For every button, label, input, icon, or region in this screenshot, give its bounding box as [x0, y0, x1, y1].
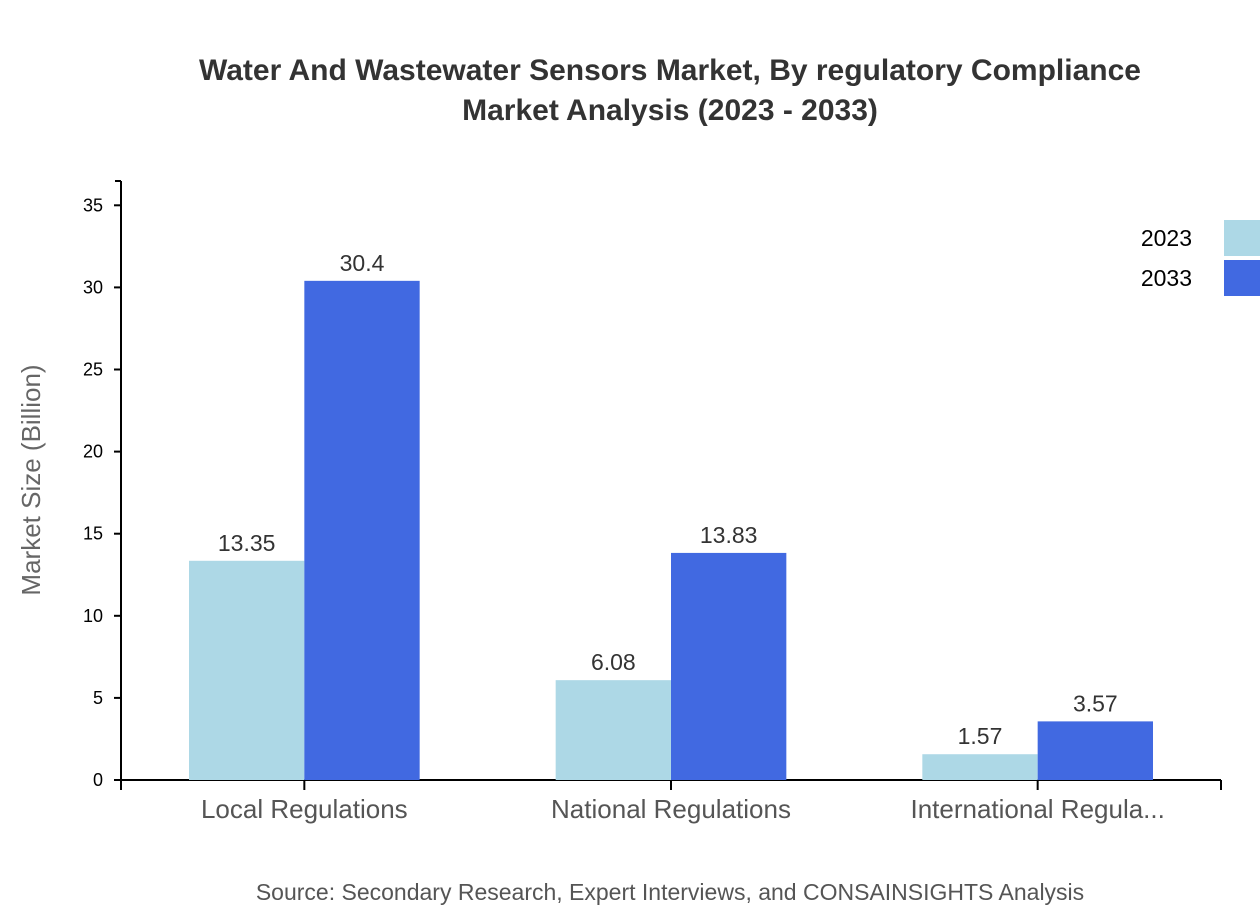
legend-swatch-2033 — [1224, 260, 1260, 296]
bar-2033 — [304, 280, 420, 780]
bar-2023 — [555, 680, 671, 780]
bar-2023 — [189, 560, 305, 780]
y-tick-label: 10 — [83, 606, 103, 626]
bar-2033 — [671, 552, 787, 780]
source-note: Source: Secondary Research, Expert Inter… — [256, 879, 1084, 905]
legend-swatch-2023 — [1224, 220, 1260, 256]
data-label: 3.57 — [1073, 690, 1118, 716]
y-tick-label: 25 — [83, 360, 103, 380]
data-label: 13.35 — [218, 530, 276, 556]
y-tick-label: 20 — [83, 442, 103, 462]
bar-2023 — [922, 754, 1038, 780]
data-label: 6.08 — [591, 649, 636, 675]
legend-label: 2023 — [1141, 225, 1192, 251]
data-label: 1.57 — [958, 723, 1003, 749]
y-axis-label: Market Size (Billion) — [16, 364, 46, 595]
x-tick-label: National Regulations — [551, 794, 791, 824]
data-label: 30.4 — [340, 250, 385, 276]
chart-title-line-1: Water And Wastewater Sensors Market, By … — [199, 54, 1141, 87]
y-tick-label: 30 — [83, 277, 103, 297]
y-tick-label: 5 — [93, 688, 103, 708]
legend-label: 2033 — [1141, 265, 1192, 291]
y-tick-label: 35 — [83, 195, 103, 215]
x-tick-label: International Regula... — [910, 794, 1164, 824]
bar-2033 — [1037, 721, 1153, 780]
x-tick-label: Local Regulations — [201, 794, 408, 824]
chart-title-line-2: Market Analysis (2023 - 2033) — [462, 94, 878, 127]
data-label: 13.83 — [700, 522, 758, 548]
y-tick-label: 0 — [93, 770, 103, 790]
y-tick-label: 15 — [83, 524, 103, 544]
